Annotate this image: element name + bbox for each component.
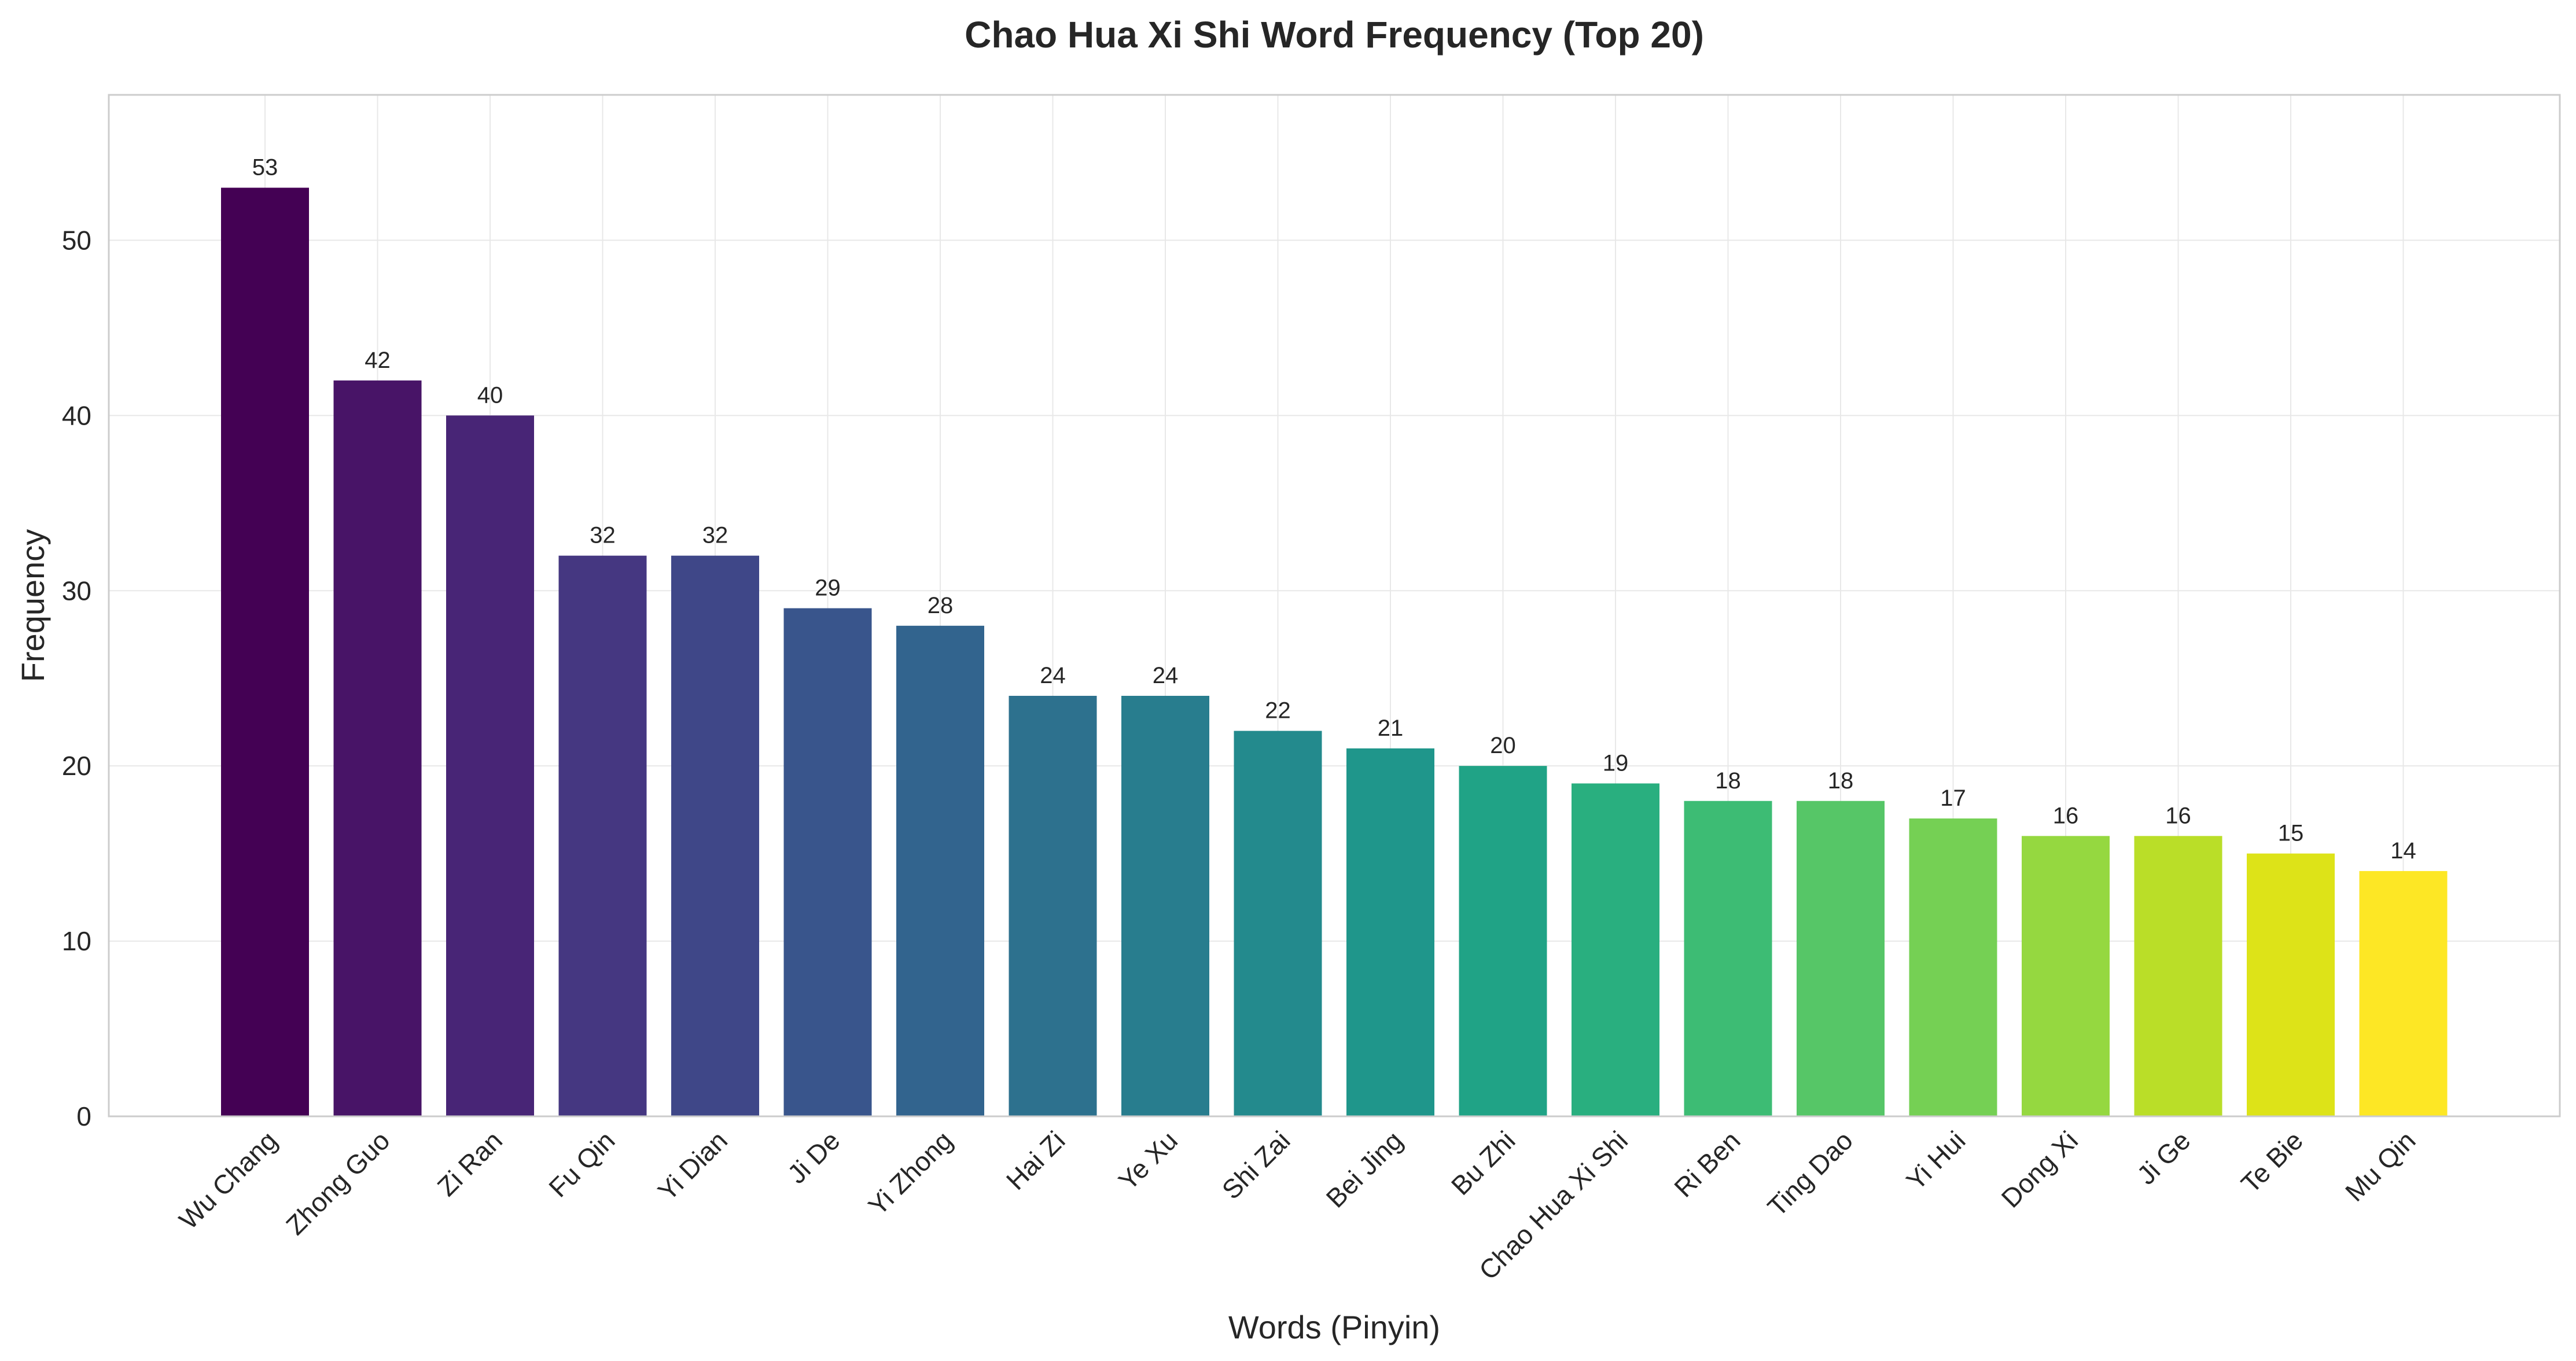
- bar-value-label: 16: [2165, 803, 2191, 828]
- bar: [1234, 731, 1322, 1116]
- bar: [2359, 871, 2448, 1116]
- y-axis-label: Frequency: [14, 529, 51, 683]
- bar-value-label: 24: [1040, 663, 1066, 688]
- bar: [671, 555, 759, 1116]
- bar: [446, 415, 534, 1116]
- bar-value-label: 15: [2278, 821, 2304, 846]
- bar-value-label: 29: [815, 576, 841, 601]
- bar: [2247, 853, 2335, 1116]
- y-tick-label: 30: [62, 576, 91, 606]
- bar-value-label: 20: [1490, 733, 1516, 758]
- bar: [2022, 836, 2110, 1116]
- y-tick-label: 40: [62, 400, 91, 430]
- y-axis-ticks: 0 10 20 30 40 50: [62, 225, 91, 1131]
- bar: [558, 555, 647, 1116]
- bar-value-label: 42: [365, 348, 391, 373]
- value-labels: 53 42 40 32 32 29 28 24 24 22 21 20 19 18 18 17 16 16 15 14: [252, 155, 2416, 864]
- bar-value-label: 22: [1265, 698, 1291, 724]
- bar-value-label: 17: [1940, 785, 1966, 811]
- bar: [333, 380, 422, 1117]
- bar: [1909, 818, 1997, 1116]
- bar-value-label: 16: [2053, 803, 2079, 828]
- bar: [1346, 748, 1434, 1116]
- bar-value-label: 53: [252, 155, 278, 180]
- y-tick-label: 20: [62, 751, 91, 781]
- bar: [1009, 696, 1097, 1116]
- bar: [2134, 836, 2222, 1116]
- bar-value-label: 32: [702, 523, 728, 548]
- plot-frame: [108, 94, 2561, 1117]
- bars: [221, 187, 2448, 1117]
- bar-value-label: 19: [1603, 750, 1629, 776]
- bar: [221, 187, 309, 1117]
- bar: [1121, 696, 1209, 1116]
- y-tick-label: 10: [62, 926, 91, 956]
- y-tick-label: 50: [62, 225, 91, 255]
- bar-value-label: 32: [590, 523, 616, 548]
- bar-value-label: 21: [1378, 715, 1404, 741]
- bar: [783, 608, 872, 1116]
- bar: [896, 625, 984, 1116]
- bar: [1572, 783, 1659, 1116]
- bar-value-label: 24: [1153, 663, 1179, 688]
- bar: [1684, 801, 1772, 1116]
- bar: [1459, 766, 1547, 1116]
- chart-title: Chao Hua Xi Shi Word Frequency (Top 20): [965, 14, 1704, 56]
- bar-value-label: 28: [928, 593, 954, 618]
- bar-value-label: 14: [2390, 838, 2416, 864]
- bar-value-label: 18: [1715, 768, 1741, 794]
- bar-value-label: 40: [477, 382, 503, 408]
- x-axis-label: Words (Pinyin): [1228, 1309, 1440, 1345]
- bar: [1797, 801, 1885, 1116]
- y-tick-label: 0: [76, 1101, 91, 1131]
- bar-value-label: 18: [1828, 768, 1854, 794]
